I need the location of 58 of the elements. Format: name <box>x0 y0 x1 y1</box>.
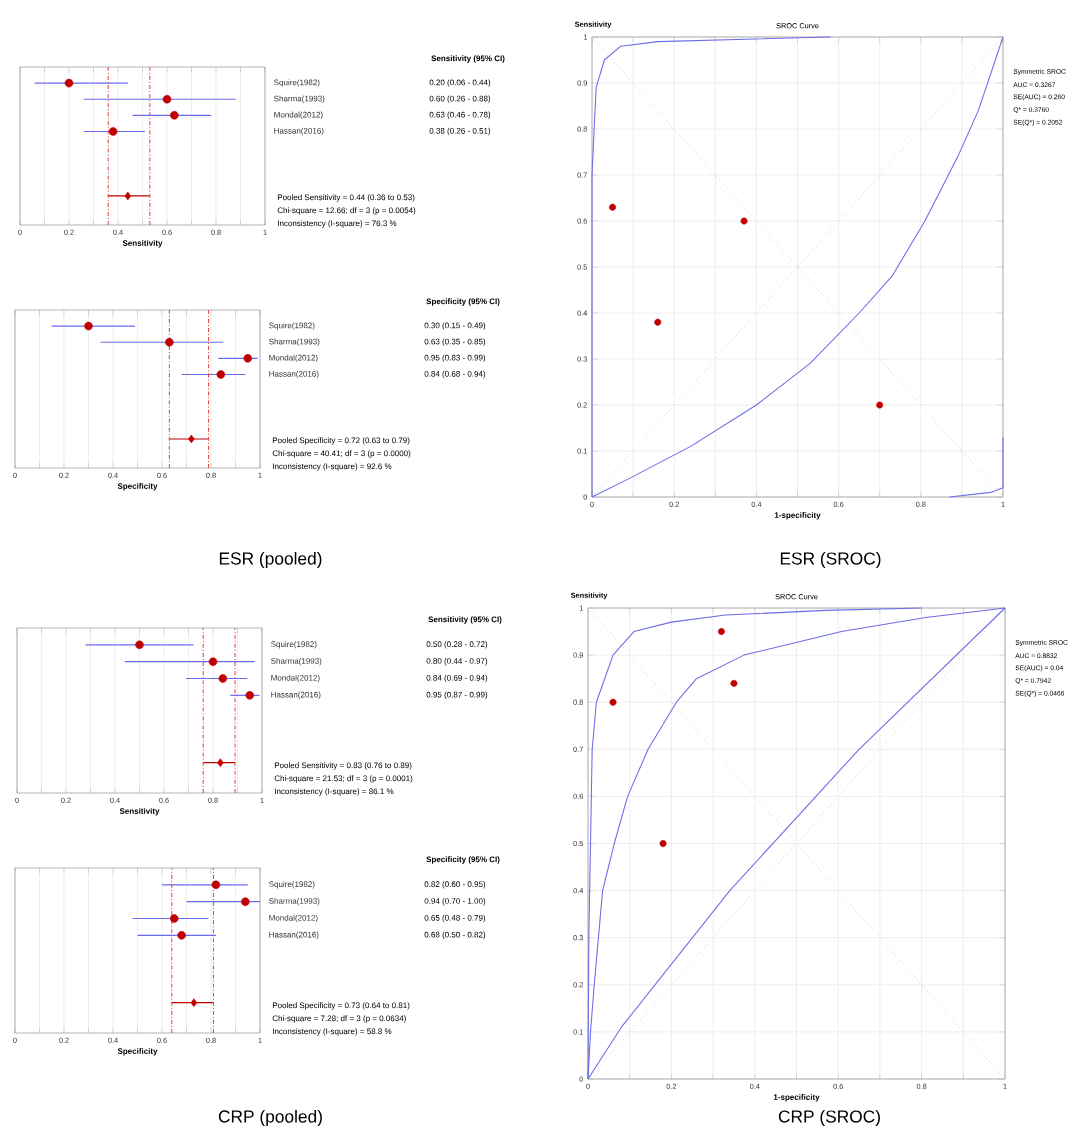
y-tick-label: Hassan(2016) <box>269 931 319 940</box>
data-label: 0.50 (0.28 - 0.72) <box>426 641 488 649</box>
y-tick-label: Sharma(1993) <box>271 657 322 666</box>
y-tick-label: Squire(1982) <box>269 881 315 889</box>
y-tick-label: Squire(1982) <box>274 79 320 87</box>
text: Pooled Specificity = 0.73 (0.64 to 0.81) <box>272 1002 410 1010</box>
text: ESR (SROC) <box>780 551 881 569</box>
data-label: 0.68 (0.50 - 0.82) <box>424 931 486 940</box>
y-tick-label: Squire(1982) <box>269 322 315 330</box>
data-label: 0.84 (0.68 - 0.94) <box>424 370 486 379</box>
data-label: 0.95 (0.87 - 0.99) <box>426 691 488 700</box>
y-tick-label: Hassan(2016) <box>274 127 324 136</box>
y-tick-label: Squire(1982) <box>271 641 317 649</box>
data-label: 0.20 (0.06 - 0.44) <box>429 79 491 87</box>
text: Pooled Sensitivity = 0.83 (0.76 to 0.89) <box>274 762 412 770</box>
x-axis-title: 1-specificity <box>773 1094 820 1102</box>
y-tick-label: Hassan(2016) <box>269 370 319 379</box>
x-axis-title: Sensitivity <box>119 808 160 816</box>
data-label: 0.94 (0.70 - 1.00) <box>424 897 486 906</box>
data-label: 0.63 (0.46 - 0.78) <box>429 111 491 120</box>
text: Chi-square = 7.28; df = 3 (p = 0.0634) <box>272 1015 406 1023</box>
data-label: 0.80 (0.44 - 0.97) <box>426 657 488 666</box>
text: Chi-square = 12.66; df = 3 (p = 0.0054) <box>277 207 416 215</box>
y-tick-label: Mondal(2012) <box>269 914 318 923</box>
text: Inconsistency (I-square) = 92.6 % <box>273 463 392 471</box>
x-axis-title: 1-specificity <box>774 512 821 520</box>
data-label: 0.82 (0.60 - 0.95) <box>424 881 486 889</box>
y-tick-label: Mondal(2012) <box>269 354 318 363</box>
data-label: 0.60 (0.26 - 0.88) <box>429 95 491 103</box>
text: CRP (pooled) <box>218 1109 322 1127</box>
text: Inconsistency (I-square) = 76.3 % <box>278 220 397 228</box>
y-tick-label: Sharma(1993) <box>269 338 320 346</box>
data-label: 0.63 (0.35 - 0.85) <box>424 338 486 346</box>
x-axis-title: Specificity <box>117 1048 158 1056</box>
text: Inconsistency (I-square) = 58.8 % <box>273 1028 392 1036</box>
x-axis-title: Sensitivity <box>122 240 163 248</box>
data-label: 0.65 (0.48 - 0.79) <box>424 914 486 923</box>
text: Chi-square = 40.41; df = 3 (p = 0.0000) <box>272 450 411 458</box>
data-label: 0.38 (0.26 - 0.51) <box>429 127 491 136</box>
data-label: 0.30 (0.15 - 0.49) <box>424 322 486 330</box>
text: Sensitivity (95% CI) <box>431 55 505 63</box>
y-tick-label: Mondal(2012) <box>271 674 320 683</box>
x-axis-title: Specificity <box>117 483 158 491</box>
text: CRP (SROC) <box>778 1109 880 1127</box>
y-tick-label: Hassan(2016) <box>271 691 321 700</box>
text: Pooled Specificity = 0.72 (0.63 to 0.79) <box>272 437 410 445</box>
text: Sensitivity (95% CI) <box>428 616 502 624</box>
text: Inconsistency (I-square) = 86.1 % <box>275 788 394 796</box>
y-tick-label: Mondal(2012) <box>274 111 323 120</box>
y-tick-label: Sharma(1993) <box>269 897 320 906</box>
data-label: 0.84 (0.69 - 0.94) <box>426 674 488 683</box>
data-label: 0.95 (0.83 - 0.99) <box>424 354 486 363</box>
text: Chi-square = 21.53; df = 3 (p = 0.0001) <box>274 775 413 783</box>
text: Specificity (95% CI) <box>426 298 500 306</box>
y-tick-label: Sharma(1993) <box>274 95 325 103</box>
text: ESR (pooled) <box>219 551 322 569</box>
text: Specificity (95% CI) <box>426 856 500 864</box>
text: Pooled Sensitivity = 0.44 (0.36 to 0.53) <box>277 194 415 202</box>
